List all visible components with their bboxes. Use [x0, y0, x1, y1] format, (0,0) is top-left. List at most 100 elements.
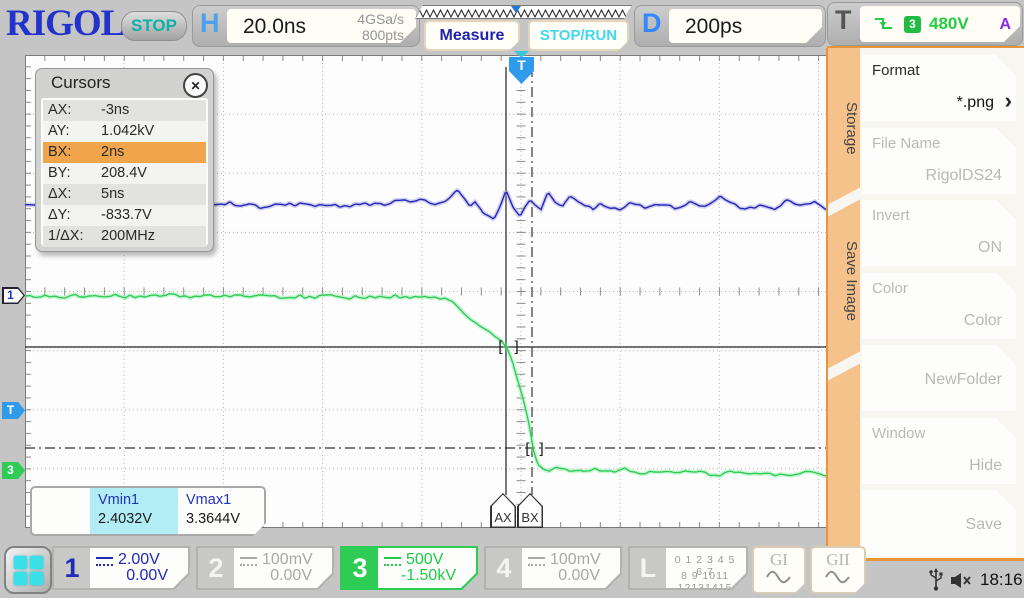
measurement-item-vmax1[interactable]: Vmax1 3.3644V: [178, 488, 266, 534]
cursor-ax-handle[interactable]: AX: [490, 493, 516, 528]
cursor-row-label: AX:: [48, 102, 72, 118]
zigzag-icon: [416, 7, 631, 19]
cursor-row-dx[interactable]: ΔX: 5ns: [43, 184, 206, 205]
menu-item-color[interactable]: Color Color: [862, 273, 1016, 339]
gen1-button[interactable]: GI: [752, 546, 806, 594]
cursor-row-value: 1.042kV: [101, 123, 155, 139]
cursor-row-value: 208.4V: [101, 165, 147, 181]
grid-icon: [13, 555, 43, 585]
cursor-ax-label: AX: [494, 510, 512, 525]
channel-offset: 0.00V: [270, 567, 312, 584]
channel-4-button[interactable]: 4 100mV 0.00V: [484, 546, 622, 590]
t-label: T: [835, 5, 852, 35]
trigger-level-label: T: [6, 403, 15, 417]
menu-item-value: Color: [963, 312, 1002, 329]
channel-1-button[interactable]: 1 2.00V 0.00V: [52, 546, 190, 590]
menu-item-file-name[interactable]: File Name RigolDS24: [862, 128, 1016, 194]
trigger-level-marker[interactable]: T: [2, 402, 25, 419]
svg-text:]: ]: [537, 440, 546, 458]
cursor-row-label: 1/ΔX:: [48, 228, 84, 244]
channel-scale: 2.00V: [118, 551, 160, 568]
cursor-row-by[interactable]: BY: 208.4V: [43, 163, 206, 184]
ch3-ground-label: 3: [7, 463, 14, 477]
trigger-source-badge: 3: [904, 16, 921, 33]
menu-item-window[interactable]: Window Hide: [862, 418, 1016, 484]
d-label: D: [642, 8, 662, 38]
channel-offset: -1.50kV: [400, 567, 456, 584]
sine-wave-icon: [824, 570, 852, 584]
menu-item-value: Save: [965, 516, 1002, 533]
cursor-bx-handle[interactable]: BX: [517, 493, 543, 528]
acquisition-info: 4GSa/s 800pts: [357, 11, 404, 43]
trigger-position-triangle: [514, 51, 529, 58]
svg-text:]: ]: [512, 338, 521, 356]
cursor-row-value: 5ns: [101, 186, 125, 202]
delay-value: 200ps: [685, 15, 743, 38]
cursor-row-value: -833.7V: [101, 207, 152, 223]
tab-storage[interactable]: Storage: [843, 101, 860, 155]
menu-item-value: RigolDS24: [925, 167, 1002, 184]
close-icon[interactable]: ✕: [183, 73, 208, 98]
cursor-row-value: -3ns: [101, 102, 130, 118]
trigger-section[interactable]: T 3 480V A: [827, 2, 1023, 46]
measurement-value: 3.3644V: [186, 511, 241, 527]
menu-button[interactable]: [4, 546, 52, 594]
menu-item-value: ON: [978, 239, 1002, 256]
cursor-row-dy[interactable]: ΔY: -833.7V: [43, 205, 206, 226]
chevron-right-icon: ›: [1004, 88, 1012, 113]
ch3-ground-marker[interactable]: 3: [2, 462, 25, 479]
stop-run-button[interactable]: STOP/RUN: [528, 20, 629, 51]
channel-number: 1: [54, 548, 90, 588]
cursor-row-value: 2ns: [101, 144, 125, 160]
trigger-sweep-mode: A: [999, 16, 1011, 33]
delay-section[interactable]: D 200ps: [634, 5, 826, 47]
gen2-button[interactable]: GII: [810, 546, 866, 594]
gen1-label: GI: [770, 550, 788, 569]
channel-number: 2: [198, 548, 234, 588]
cursors-panel: Cursors ✕ AX: -3ns AY: 1.042kV BX: 2ns BY: 2…: [35, 68, 214, 252]
menu-item-value: *.png: [956, 94, 994, 111]
channel-number: 3: [342, 548, 378, 588]
menu-item-format[interactable]: Format *.png ›: [862, 55, 1016, 121]
menu-item-value: Hide: [969, 457, 1002, 474]
dc-coupling-icon: [528, 557, 545, 566]
ch1-ground-marker[interactable]: 1: [2, 287, 25, 304]
sine-wave-icon: [765, 570, 793, 584]
cursor-row-ay[interactable]: AY: 1.042kV: [43, 121, 206, 142]
cursor-row-label: BX:: [48, 144, 72, 160]
measurement-item-vmin1[interactable]: Vmin1 2.4032V: [90, 488, 178, 534]
cursor-row-freq[interactable]: 1/ΔX: 200MHz: [43, 226, 206, 247]
digital-row-1: 0 1 2 3 4 5 6 7: [674, 554, 736, 578]
channel-2-button[interactable]: 2 100mV 0.00V: [196, 546, 334, 590]
cursor-row-ax[interactable]: AX: -3ns: [43, 100, 206, 121]
measurement-label: Vmax1: [186, 492, 232, 508]
channel-scale: 500V: [406, 551, 444, 568]
usb-icon: [929, 568, 943, 591]
falling-edge-icon: [874, 15, 894, 33]
digital-channels-button[interactable]: L 0 1 2 3 4 5 6 7 8 9 1011 12131415: [628, 546, 748, 590]
menu-item-invert[interactable]: Invert ON: [862, 200, 1016, 266]
menu-top-border: [827, 46, 1024, 48]
svg-text:[: [: [523, 440, 532, 458]
h-label: H: [200, 8, 220, 38]
trigger-position-marker-top[interactable]: [511, 6, 521, 13]
measure-button[interactable]: Measure: [424, 20, 520, 51]
dc-coupling-icon: [240, 557, 257, 566]
menu-item-save[interactable]: Save: [862, 490, 1016, 556]
svg-text:[: [: [496, 338, 505, 356]
channel-3-button[interactable]: 3 500V -1.50kV: [340, 546, 478, 590]
horizontal-section[interactable]: H 20.0ns 4GSa/s 800pts: [192, 5, 420, 47]
ch1-ground-label: 1: [7, 288, 14, 302]
channel-scale: 100mV: [262, 551, 313, 568]
measurement-value: 2.4032V: [98, 511, 153, 527]
logic-label: L: [630, 548, 666, 588]
tab-save-image[interactable]: Save Image: [843, 240, 860, 322]
cursors-panel-title: Cursors: [51, 73, 111, 92]
dc-coupling-icon: [384, 557, 401, 566]
channel-scale: 100mV: [550, 551, 601, 568]
cursor-row-bx[interactable]: BX: 2ns: [43, 142, 206, 163]
waveform-position-bar[interactable]: [415, 5, 632, 19]
trigger-level-value: 480V: [929, 14, 969, 33]
channel-offset: 0.00V: [126, 567, 168, 584]
menu-item-new-folder[interactable]: NewFolder: [862, 345, 1016, 411]
